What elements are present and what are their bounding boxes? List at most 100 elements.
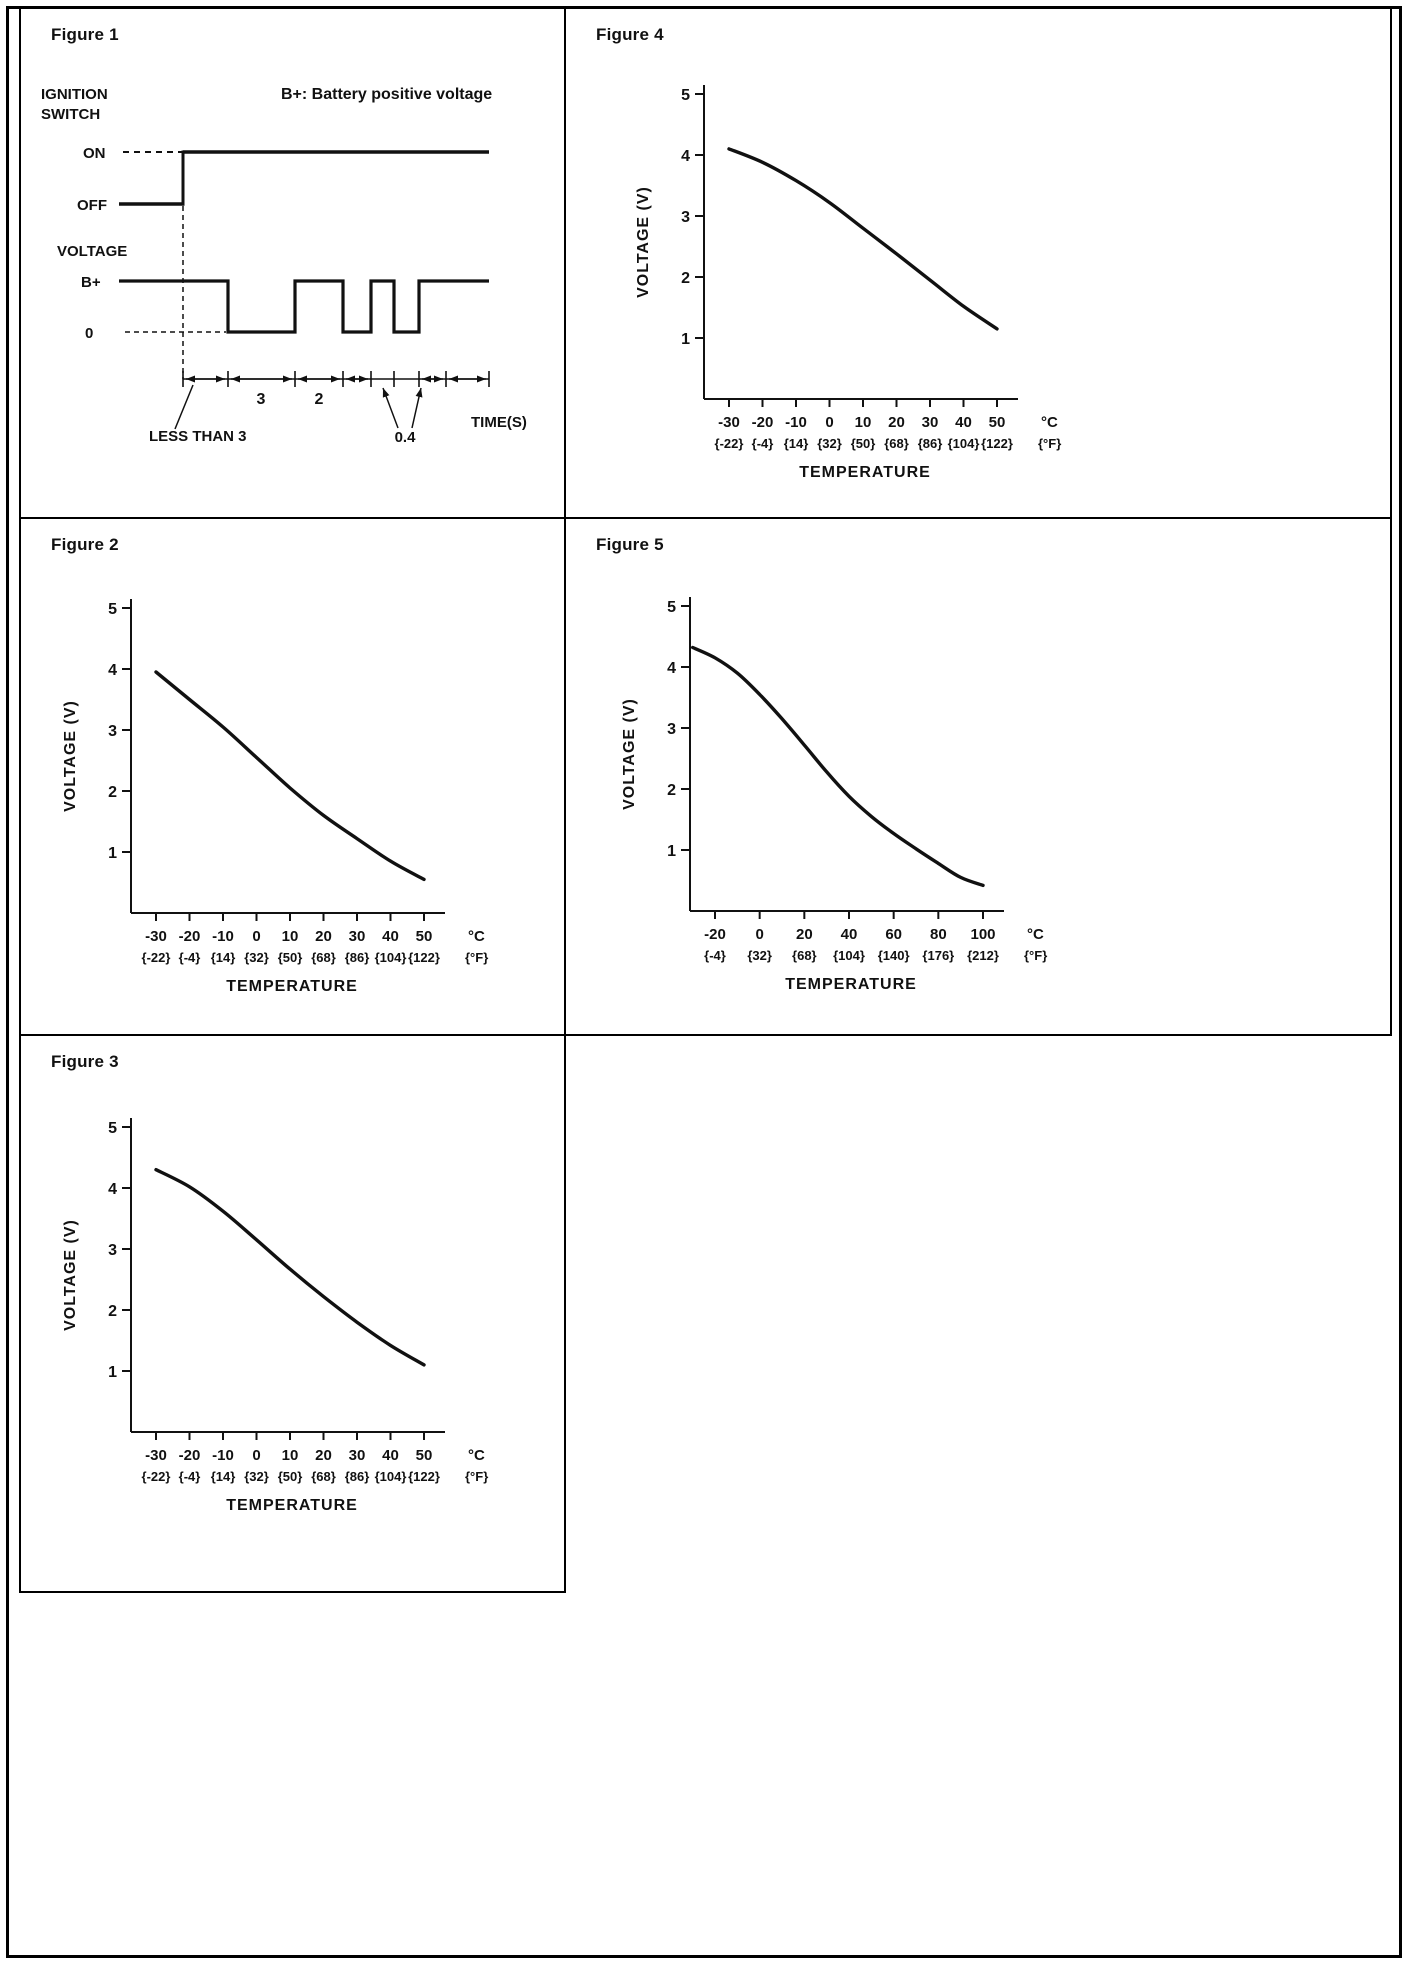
y-tick-label: 3 — [681, 209, 690, 226]
x-tick-label-celsius: 50 — [989, 414, 1006, 431]
y-tick-label: 4 — [681, 148, 690, 165]
x-axis-title: TEMPERATURE — [226, 978, 358, 995]
y-axis-title: VOLTAGE (V) — [621, 698, 638, 810]
x-tick-label-fahrenheit: {68} — [311, 1469, 336, 1484]
x-tick-label-fahrenheit: {122} — [981, 436, 1013, 451]
y-tick-label: 1 — [667, 843, 676, 860]
x-tick-label-fahrenheit: {86} — [345, 950, 370, 965]
x-tick-label-celsius: 30 — [349, 928, 366, 945]
x-tick-label-fahrenheit: {-4} — [704, 948, 726, 963]
x-tick-label-celsius: -30 — [145, 928, 167, 945]
y-tick-label: 1 — [108, 845, 117, 862]
y-tick-label: 4 — [667, 660, 676, 677]
x-unit-celsius: °C — [1041, 414, 1058, 431]
segment-2s-label: 2 — [315, 391, 324, 408]
x-tick-label-fahrenheit: {68} — [884, 436, 909, 451]
y-tick-label: 1 — [108, 1364, 117, 1381]
x-axis-title: TEMPERATURE — [785, 976, 917, 993]
x-tick-label-fahrenheit: {14} — [211, 950, 236, 965]
x-tick-label-fahrenheit: {32} — [817, 436, 842, 451]
x-tick-label-celsius: 10 — [282, 928, 299, 945]
x-tick-label-fahrenheit: {50} — [278, 950, 303, 965]
y-tick-label: 3 — [108, 1242, 117, 1259]
x-unit-fahrenheit: {°F} — [465, 1469, 488, 1484]
y-tick-label: 5 — [108, 601, 117, 618]
x-tick-label-celsius: 40 — [841, 926, 858, 943]
curve — [154, 1168, 426, 1367]
x-tick-label-fahrenheit: {104} — [375, 1469, 407, 1484]
x-tick-label-celsius: 100 — [970, 926, 995, 943]
y-tick-label: 2 — [108, 1303, 117, 1320]
zero-label: 0 — [85, 325, 93, 342]
x-tick-label-celsius: 50 — [416, 928, 433, 945]
x-unit-fahrenheit: {°F} — [1024, 948, 1047, 963]
x-tick-label-fahrenheit: {32} — [244, 1469, 269, 1484]
x-tick-label-fahrenheit: {86} — [918, 436, 943, 451]
pulse-pointer-left — [382, 387, 399, 429]
x-tick-label-celsius: -30 — [145, 1447, 167, 1464]
x-axis-title: TEMPERATURE — [799, 464, 931, 481]
panel-figure-4: Figure 4 5 4 3 2 1 -30 {-22} -20 {-4} -10 {14} 0 {32… — [564, 7, 1392, 519]
battery-positive-note: B+: Battery positive voltage — [281, 86, 492, 103]
x-tick-label-fahrenheit: {14} — [211, 1469, 236, 1484]
figure-3-voltage-temperature-chart: 5 4 3 2 1 -30 {-22} -20 {-4} -10 {14} 0 {32} 10 {50} 20… — [62, 1118, 488, 1514]
y-tick-label: 3 — [108, 723, 117, 740]
x-tick-label-celsius: 0 — [252, 1447, 260, 1464]
panel-figure-2: Figure 2 5 4 3 2 1 -30 {-22} -20 {-4} -10 {14} 0 {32… — [19, 517, 566, 1036]
figure-3-title: Figure 3 — [51, 1052, 119, 1071]
x-tick-label-celsius: 60 — [885, 926, 902, 943]
x-tick-label-celsius: 80 — [930, 926, 947, 943]
x-tick-label-celsius: -20 — [752, 414, 774, 431]
x-tick-label-celsius: 10 — [855, 414, 872, 431]
time-axis-label: TIME(S) — [471, 414, 527, 431]
x-tick-label-celsius: 40 — [382, 928, 399, 945]
figure-5-voltage-temperature-chart: 5 4 3 2 1 -20 {-4} 0 {32} 20 {68} 40 {104} 60 {140} 80 {… — [621, 597, 1047, 993]
x-tick-label-fahrenheit: {122} — [408, 950, 440, 965]
y-tick-label: 5 — [681, 87, 690, 104]
x-tick-label-fahrenheit: {122} — [408, 1469, 440, 1484]
y-tick-label: 4 — [108, 662, 117, 679]
x-tick-label-fahrenheit: {32} — [747, 948, 772, 963]
x-tick-label-fahrenheit: {14} — [784, 436, 809, 451]
segment-3s-label: 3 — [257, 391, 266, 408]
x-tick-label-celsius: -10 — [212, 1447, 234, 1464]
x-tick-label-celsius: 40 — [382, 1447, 399, 1464]
x-tick-label-fahrenheit: {-4} — [752, 436, 774, 451]
x-tick-label-fahrenheit: {104} — [948, 436, 980, 451]
voltage-waveform — [119, 279, 489, 334]
x-tick-label-fahrenheit: {104} — [833, 948, 865, 963]
y-axis-title: VOLTAGE (V) — [62, 700, 79, 812]
x-unit-celsius: °C — [468, 928, 485, 945]
figure-2-title: Figure 2 — [51, 535, 119, 554]
x-tick-label-fahrenheit: {212} — [967, 948, 999, 963]
x-tick-label-celsius: 20 — [796, 926, 813, 943]
x-tick-label-celsius: 10 — [282, 1447, 299, 1464]
x-tick-label-celsius: 30 — [922, 414, 939, 431]
x-tick-label-celsius: 20 — [315, 928, 332, 945]
y-axis-title: VOLTAGE (V) — [635, 186, 652, 298]
x-tick-label-celsius: 0 — [825, 414, 833, 431]
curve — [691, 645, 985, 888]
y-tick-label: 2 — [667, 782, 676, 799]
panel-figure-1: Figure 1 IGNITION SWITCH B+: Battery pos… — [19, 7, 566, 519]
y-tick-label: 4 — [108, 1181, 117, 1198]
figure-2-voltage-temperature-chart: 5 4 3 2 1 -30 {-22} -20 {-4} -10 {14} 0 {32} 10 {50} 20… — [62, 599, 488, 995]
x-tick-label-celsius: -10 — [785, 414, 807, 431]
x-tick-label-celsius: -20 — [704, 926, 726, 943]
x-tick-label-fahrenheit: {-22} — [142, 950, 171, 965]
bplus-label: B+ — [81, 274, 101, 291]
y-tick-label: 3 — [667, 721, 676, 738]
x-tick-label-fahrenheit: {68} — [792, 948, 817, 963]
x-tick-label-celsius: -20 — [179, 1447, 201, 1464]
off-label: OFF — [77, 197, 107, 214]
voltage-label: VOLTAGE — [57, 243, 127, 260]
on-label: ON — [83, 145, 106, 162]
ignition-timing-diagram: IGNITION SWITCH B+: Battery positive vol… — [41, 86, 527, 446]
x-tick-label-fahrenheit: {176} — [922, 948, 954, 963]
y-tick-label: 2 — [681, 270, 690, 287]
x-unit-celsius: °C — [1027, 926, 1044, 943]
y-tick-label: 1 — [681, 331, 690, 348]
x-tick-label-celsius: 0 — [252, 928, 260, 945]
ignition-label-line2: SWITCH — [41, 106, 100, 123]
